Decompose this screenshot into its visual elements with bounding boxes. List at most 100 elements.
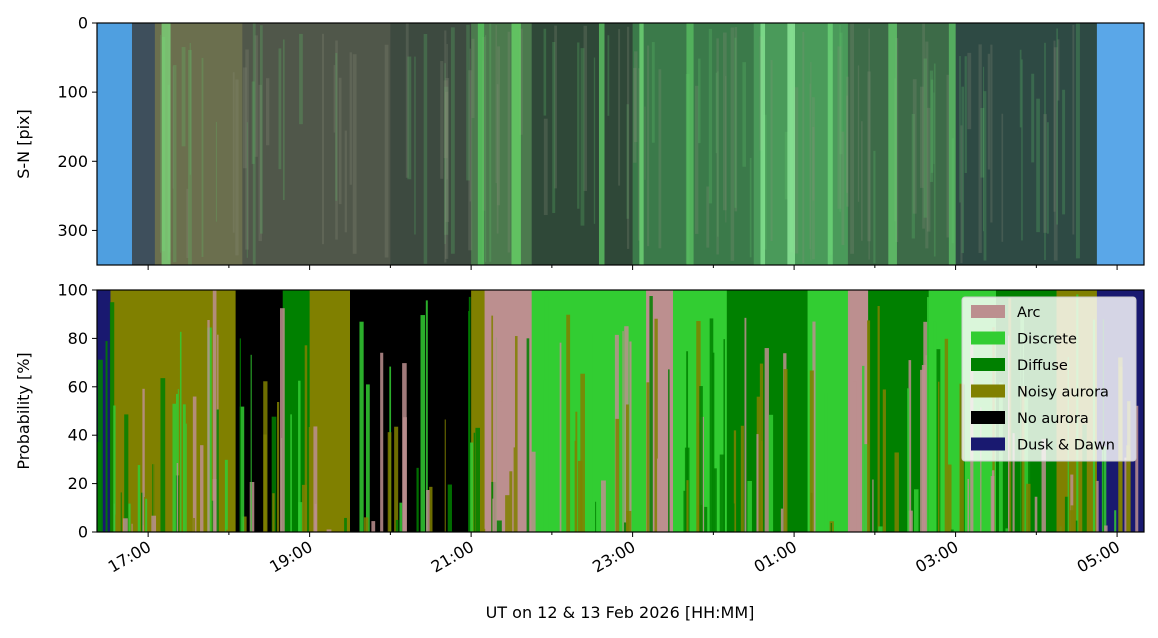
probability-spike	[646, 382, 650, 532]
keogram-texture-streak	[189, 43, 191, 175]
probability-spike	[894, 452, 899, 532]
legend-label: No aurora	[1017, 411, 1089, 427]
probability-spike	[877, 306, 880, 532]
keogram-texture-streak	[160, 34, 162, 253]
keogram-texture-streak	[626, 26, 630, 249]
keogram-texture-streak	[583, 25, 588, 191]
probability-spike	[124, 414, 129, 532]
legend-label: Discrete	[1017, 332, 1077, 348]
probability-spike	[773, 466, 778, 532]
probability-spike	[1074, 495, 1077, 532]
legend-swatch	[971, 437, 1005, 451]
probability-spike	[380, 352, 384, 532]
keogram-texture-streak	[181, 47, 186, 147]
probability-x-label: UT on 12 & 13 Feb 2026 [HH:MM]	[486, 603, 755, 622]
probability-spike	[686, 351, 689, 532]
keogram-texture-streak	[188, 49, 192, 265]
probability-spike	[1114, 510, 1117, 532]
probability-x-tick-label: 03:00	[912, 537, 961, 577]
probability-spike	[321, 302, 325, 532]
keogram-texture-streak	[444, 30, 447, 263]
keogram-texture-streak	[519, 28, 523, 135]
probability-spike	[933, 321, 937, 532]
keogram-texture-streak	[923, 58, 927, 218]
legend-label: Noisy aurora	[1017, 385, 1109, 401]
keogram-aurora-streak	[948, 23, 956, 265]
probability-x-tick-label: 23:00	[589, 537, 638, 577]
probability-spike	[733, 430, 737, 532]
keogram-texture-streak	[485, 35, 487, 263]
probability-spike	[759, 363, 764, 532]
legend-swatch	[971, 411, 1005, 424]
probability-spike	[323, 510, 327, 532]
probability-spike	[416, 467, 419, 532]
keogram-texture-streak	[1062, 89, 1066, 215]
keogram-texture-streak	[841, 131, 845, 245]
keogram-texture-streak	[978, 44, 982, 253]
keogram-image	[97, 23, 1144, 265]
keogram-texture-streak	[725, 76, 727, 223]
keogram-band	[753, 23, 849, 265]
probability-spike	[1094, 480, 1099, 532]
probability-spike	[200, 445, 204, 532]
probability-spike	[97, 442, 102, 532]
probability-spike	[402, 363, 407, 532]
probability-spike	[878, 526, 883, 532]
keogram-aurora-streak	[161, 23, 171, 265]
keogram-texture-streak	[626, 104, 629, 219]
keogram-texture-streak	[933, 63, 936, 257]
keogram-texture-streak	[837, 46, 842, 209]
probability-spike	[137, 465, 141, 532]
probability-spike	[142, 388, 145, 532]
probability-spike	[947, 464, 952, 532]
probability-spike	[160, 378, 166, 532]
probability-spike	[176, 463, 179, 532]
keogram-texture-streak	[259, 25, 263, 234]
probability-spike	[950, 529, 954, 532]
probability-spike	[723, 339, 726, 532]
legend-swatch	[971, 331, 1005, 345]
keogram-texture-streak	[444, 86, 449, 235]
probability-spike	[531, 451, 536, 532]
keogram-texture-streak	[861, 121, 863, 241]
keogram-y-label: S-N [pix]	[14, 109, 33, 179]
probability-x-tick-label: 01:00	[751, 537, 800, 577]
probability-spike	[797, 434, 800, 532]
probability-spike	[668, 369, 670, 532]
probability-spike	[719, 454, 725, 532]
keogram-texture-streak	[716, 38, 719, 255]
probability-spike	[830, 522, 832, 532]
probability-spike	[615, 418, 620, 532]
legend-swatch	[971, 305, 1005, 318]
keogram-texture-streak	[333, 65, 336, 133]
keogram-texture-streak	[593, 57, 596, 224]
probability-spike	[365, 384, 370, 532]
probability-spike	[768, 414, 774, 532]
keogram-texture-streak	[926, 107, 931, 232]
probability-segment	[110, 290, 149, 532]
probability-spike	[192, 396, 197, 532]
keogram-texture-streak	[552, 42, 556, 214]
probability-spike	[852, 381, 857, 532]
keogram-texture-streak	[466, 24, 470, 181]
probability-spike	[1126, 445, 1130, 532]
probability-spike	[907, 388, 910, 532]
probability-x-tick-label: 19:00	[266, 537, 315, 577]
probability-spike	[709, 318, 714, 532]
probability-spike	[696, 321, 701, 532]
probability-spike	[1024, 398, 1029, 532]
keogram-texture-streak	[254, 35, 258, 157]
keogram-panel: 0 100 200 300 S-N [pix]	[14, 14, 1145, 270]
keogram-texture-streak	[925, 41, 929, 249]
keogram-texture-streak	[543, 118, 548, 216]
keogram-texture-streak	[644, 106, 646, 180]
probability-x-tick-label: 17:00	[105, 537, 154, 577]
probability-spike	[475, 427, 481, 532]
keogram-texture-streak	[1053, 40, 1056, 212]
probability-spike	[1068, 510, 1074, 532]
keogram-aurora-streak	[686, 23, 694, 265]
legend-label: Dusk & Dawn	[1017, 438, 1115, 454]
keogram-aurora-streak	[511, 23, 521, 265]
probability-spike	[980, 407, 982, 532]
keogram-texture-streak	[694, 85, 699, 234]
